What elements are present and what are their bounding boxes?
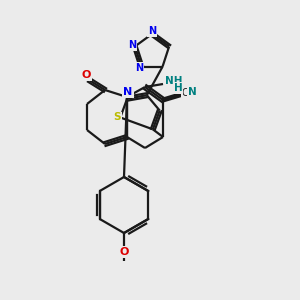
Text: N: N <box>128 40 136 50</box>
Text: N: N <box>123 87 133 97</box>
Text: NH: NH <box>165 76 182 86</box>
Text: O: O <box>81 70 91 80</box>
Text: C: C <box>182 88 188 98</box>
Text: N: N <box>135 63 143 73</box>
Text: N: N <box>148 26 156 36</box>
Text: S: S <box>114 112 121 122</box>
Text: N: N <box>188 87 196 97</box>
Text: O: O <box>119 247 129 257</box>
Text: H: H <box>174 83 183 93</box>
